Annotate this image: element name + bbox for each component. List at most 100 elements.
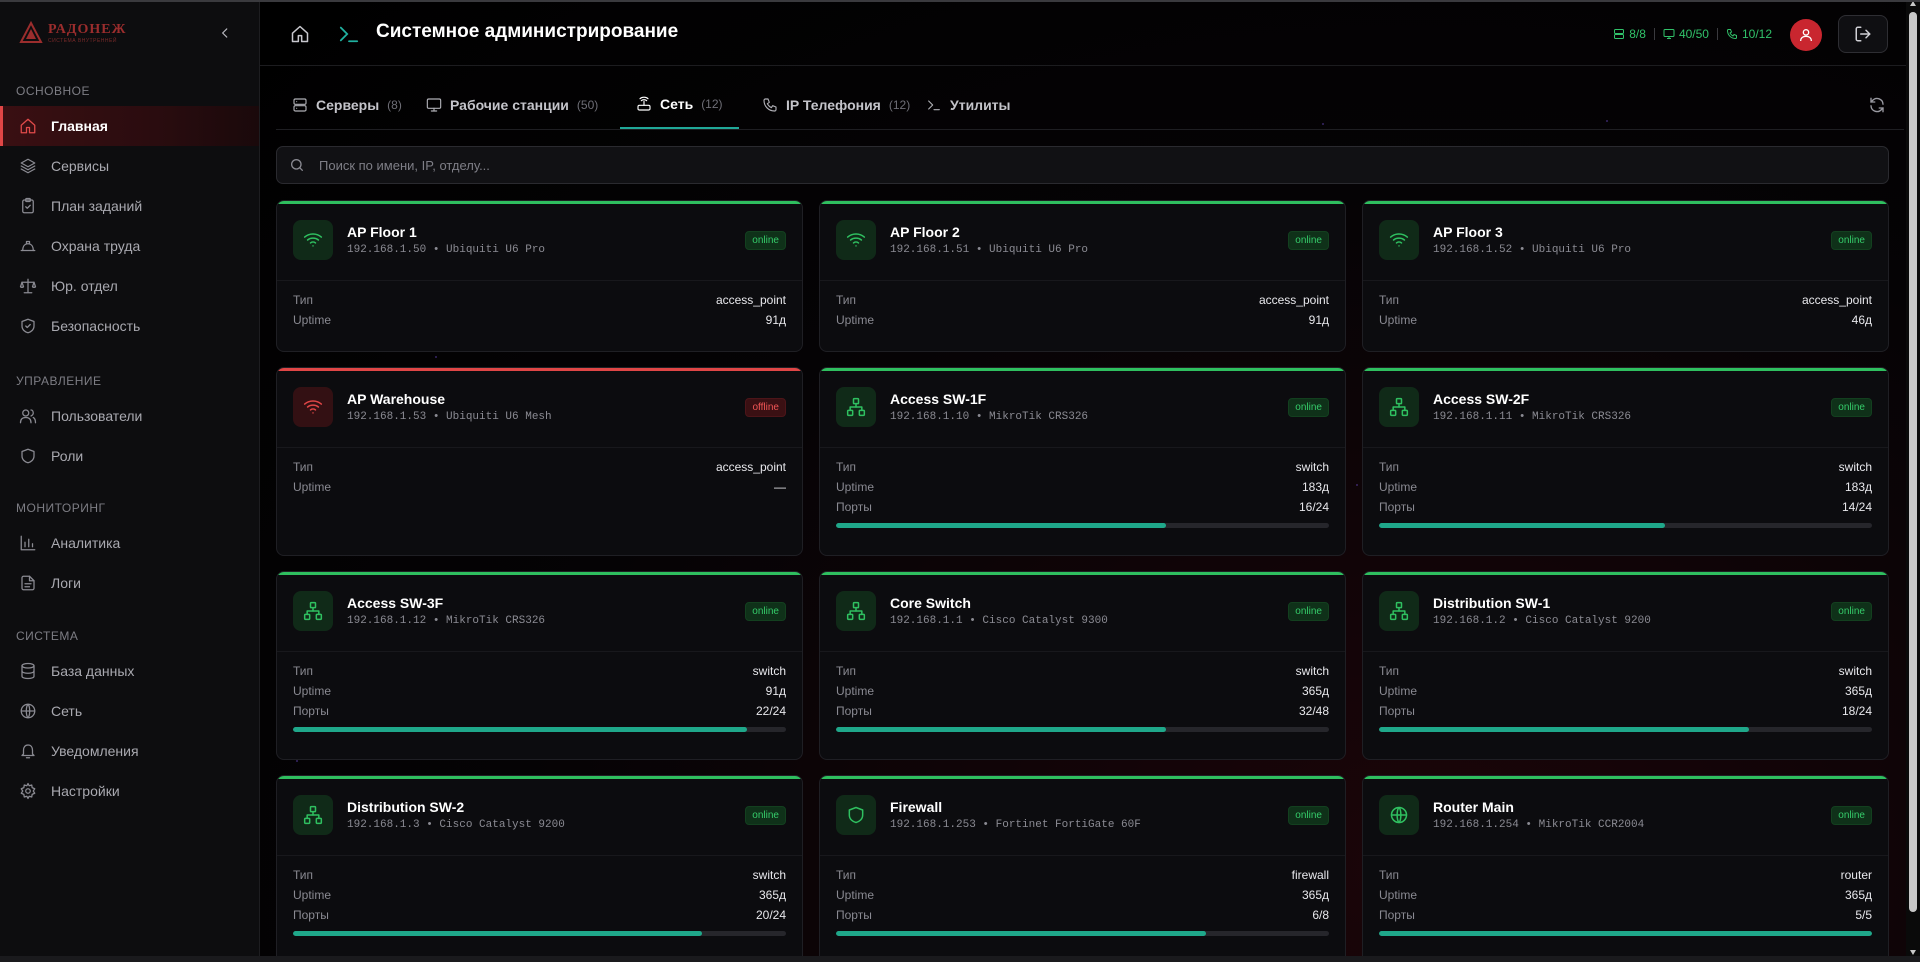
device-address: 192.168.1.11 • MikroTik CRS326: [1433, 411, 1632, 423]
tab-phone[interactable]: IP Телефония (12): [746, 80, 926, 129]
search-bar[interactable]: [276, 146, 1889, 184]
device-name: AP Floor 3: [1433, 224, 1503, 240]
device-uptime-row: Uptime 183д: [836, 480, 1329, 494]
sidebar-item-clipboard[interactable]: План заданий: [0, 186, 259, 226]
device-card[interactable]: Distribution SW-1 192.168.1.2 • Cisco Cat…: [1362, 571, 1889, 760]
device-address: 192.168.1.53 • Ubiquiti U6 Mesh: [347, 411, 552, 423]
status-badge: online: [1288, 806, 1329, 825]
users-icon: [19, 409, 37, 424]
device-card[interactable]: Access SW-1F 192.168.1.10 • MikroTik CRS3…: [819, 367, 1346, 556]
collapse-sidebar-button[interactable]: [216, 24, 234, 42]
device-icon-box: [293, 387, 333, 427]
device-type: access_point: [715, 460, 786, 474]
sidebar-item-bell[interactable]: Уведомления: [0, 731, 259, 771]
device-type: router: [1840, 868, 1872, 882]
sidebar-item-shield[interactable]: Роли: [0, 436, 259, 476]
phone-icon: [763, 97, 777, 112]
device-card[interactable]: AP Floor 2 192.168.1.51 • Ubiquiti U6 Pro…: [819, 200, 1346, 352]
device-uptime: 183д: [1301, 480, 1329, 494]
status-badge: online: [1288, 602, 1329, 621]
scroll-thumb[interactable]: [1909, 12, 1917, 912]
scroll-down-icon[interactable]: [1909, 948, 1917, 956]
sidebar-item-hardhat[interactable]: Охрана труда: [0, 226, 259, 266]
sidebar-item-label: Главная: [51, 118, 108, 134]
device-card[interactable]: Firewall 192.168.1.253 • Fortinet FortiGa…: [819, 775, 1346, 962]
tab-server[interactable]: Серверы (8): [276, 80, 418, 129]
device-type-row: Тип access_point: [293, 460, 786, 474]
file-text-icon: [21, 575, 35, 591]
device-uptime: 91д: [765, 313, 786, 327]
device-card[interactable]: AP Floor 1 192.168.1.50 • Ubiquiti U6 Pro…: [276, 200, 803, 352]
device-header: AP Floor 1 192.168.1.50 • Ubiquiti U6 Pro…: [293, 220, 786, 260]
device-card[interactable]: Router Main 192.168.1.254 • MikroTik CCR2…: [1362, 775, 1889, 962]
brand[interactable]: РАДОНЕЖ СИСТЕМА ВНУТРЕННЕЙ: [0, 0, 259, 66]
wifi-icon: [303, 233, 323, 247]
user-icon: [1800, 29, 1812, 42]
tab-monitor[interactable]: Рабочие станции (50): [410, 80, 614, 129]
device-type-row: Тип switch: [293, 868, 786, 882]
clipboard-icon: [22, 197, 34, 214]
device-ports: 5/5: [1855, 908, 1872, 922]
shield-icon: [21, 448, 35, 464]
device-ports: 6/8: [1312, 908, 1329, 922]
device-uptime-row: Uptime 91д: [836, 313, 1329, 327]
status-badge: online: [1831, 231, 1872, 250]
device-ports: 16/24: [1298, 500, 1329, 514]
device-type-row: Тип firewall: [836, 868, 1329, 882]
device-card[interactable]: AP Floor 3 192.168.1.52 • Ubiquiti U6 Pro…: [1362, 200, 1889, 352]
scrollbar[interactable]: [1906, 0, 1920, 962]
search-input[interactable]: [319, 157, 919, 173]
device-icon-box: [836, 387, 876, 427]
refresh-button[interactable]: [1868, 96, 1886, 114]
device-card[interactable]: Distribution SW-2 192.168.1.3 • Cisco Cat…: [276, 775, 803, 962]
card-divider: [277, 447, 802, 448]
device-header: AP Warehouse 192.168.1.53 • Ubiquiti U6 M…: [293, 387, 786, 427]
tab-router[interactable]: Сеть (12): [620, 80, 739, 129]
sidebar-item-label: План заданий: [51, 198, 143, 214]
device-type-row: Тип access_point: [1379, 293, 1872, 307]
device-icon-box: [836, 220, 876, 260]
sidebar-item-label: Роли: [51, 448, 84, 464]
monitor-icon: [426, 97, 442, 112]
device-type-row: Тип switch: [836, 664, 1329, 678]
sidebar-item-bar-chart[interactable]: Аналитика: [0, 523, 259, 563]
sidebar-item-file-text[interactable]: Логи: [0, 563, 259, 603]
card-divider: [277, 855, 802, 856]
sidebar-item-shield-check[interactable]: Безопасность: [0, 306, 259, 346]
phone-icon: [1726, 29, 1737, 40]
device-uptime-row: Uptime 365д: [836, 684, 1329, 698]
device-uptime-row: Uptime 365д: [1379, 888, 1872, 902]
status-badge: online: [1288, 231, 1329, 250]
device-card[interactable]: AP Warehouse 192.168.1.53 • Ubiquiti U6 M…: [276, 367, 803, 556]
device-card[interactable]: Access SW-3F 192.168.1.12 • MikroTik CRS3…: [276, 571, 803, 760]
scroll-up-icon[interactable]: [1909, 0, 1917, 8]
tab-label: Рабочие станции: [450, 96, 569, 113]
logout-button[interactable]: [1838, 15, 1888, 53]
device-address: 192.168.1.254 • MikroTik CCR2004: [1433, 819, 1645, 831]
sidebar-item-globe[interactable]: Сеть: [0, 691, 259, 731]
ports-usage-bar: [836, 523, 1329, 528]
device-header: Distribution SW-2 192.168.1.3 • Cisco Cat…: [293, 795, 786, 835]
sidebar-item-scales[interactable]: Юр. отдел: [0, 266, 259, 306]
sidebar-item-gear[interactable]: Настройки: [0, 771, 259, 811]
tab-terminal[interactable]: Утилиты: [910, 80, 1026, 129]
device-ports-row: Порты 18/24: [1379, 704, 1872, 718]
home-button[interactable]: [290, 24, 310, 44]
ports-usage-bar: [836, 727, 1329, 732]
sidebar-item-users[interactable]: Пользователи: [0, 396, 259, 436]
device-name: Core Switch: [890, 595, 971, 611]
device-type: switch: [1838, 460, 1872, 474]
user-avatar[interactable]: [1790, 19, 1822, 51]
sidebar-item-layers[interactable]: Сервисы: [0, 146, 259, 186]
tab-label: IP Телефония: [786, 96, 881, 113]
device-type-row: Тип access_point: [293, 293, 786, 307]
device-name: Distribution SW-1: [1433, 595, 1551, 611]
sidebar-item-database[interactable]: База данных: [0, 651, 259, 691]
sidebar-item-home[interactable]: Главная: [0, 106, 259, 146]
device-card[interactable]: Access SW-2F 192.168.1.11 • MikroTik CRS3…: [1362, 367, 1889, 556]
device-name: Access SW-3F: [347, 595, 444, 611]
device-card[interactable]: Core Switch 192.168.1.1 • Cisco Catalyst …: [819, 571, 1346, 760]
nav-section-title: ОСНОВНОЕ: [16, 84, 91, 98]
device-type-row: Тип access_point: [836, 293, 1329, 307]
device-ports-row: Порты 6/8: [836, 908, 1329, 922]
